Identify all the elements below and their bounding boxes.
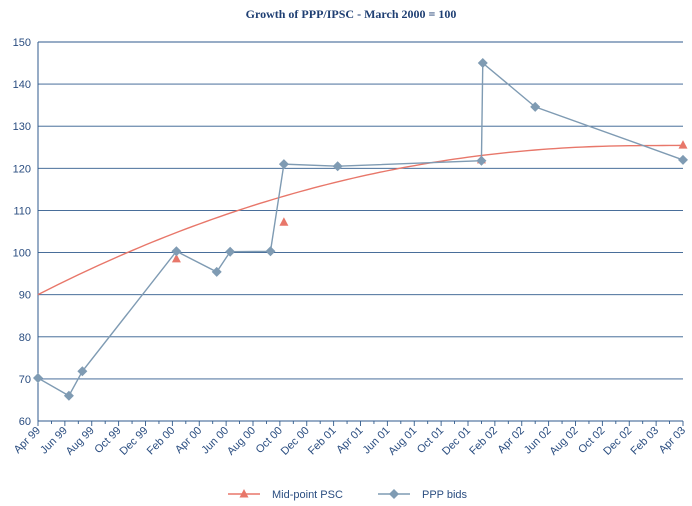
- x-tick-label: Apr 01: [334, 425, 365, 456]
- x-tick-label: Feb 02: [467, 425, 500, 458]
- marker-mid-point-psc: [171, 253, 181, 263]
- y-tick-label: 110: [13, 205, 31, 217]
- x-tick-label: Aug 00: [225, 425, 258, 458]
- gridlines: [38, 41, 683, 380]
- series-line-mid-point-psc: [37, 144, 684, 296]
- y-tick-label: 120: [13, 163, 31, 175]
- y-tick-label: 130: [13, 121, 31, 133]
- x-tick-label: Feb 01: [306, 425, 339, 458]
- marker-ppp-bids: [476, 155, 487, 166]
- legend-marker: [239, 489, 249, 498]
- x-tick-label: Apr 99: [12, 425, 43, 456]
- y-tick-label: 150: [13, 37, 31, 49]
- y-tick-label: 90: [19, 290, 31, 302]
- chart-title: Growth of PPP/IPSC - March 2000 = 100: [246, 7, 457, 21]
- marker-ppp-bids: [477, 58, 488, 69]
- x-tick-label: Dec 01: [440, 425, 473, 458]
- y-tick-label: 140: [13, 79, 31, 91]
- marker-mid-point-psc: [279, 217, 289, 226]
- y-tick-label: 70: [19, 374, 31, 386]
- x-tick-label: Aug 99: [64, 425, 97, 458]
- marker-ppp-bids: [278, 159, 289, 170]
- marker-ppp-bids: [77, 366, 88, 377]
- legend-marker: [389, 489, 399, 499]
- marker-ppp-bids: [171, 246, 182, 257]
- x-tick-label: Dec 99: [117, 425, 150, 458]
- marker-mid-point-psc: [678, 140, 688, 149]
- marker-ppp-bids: [33, 373, 43, 384]
- x-tick-label: Aug 02: [547, 425, 580, 458]
- x-tick-label: Apr 00: [173, 425, 204, 456]
- marker-ppp-bids: [225, 246, 236, 257]
- legend-label: Mid-point PSC: [272, 489, 343, 501]
- marker-ppp-bids: [211, 266, 222, 277]
- series-layer: [33, 58, 688, 401]
- marker-ppp-bids: [63, 390, 74, 401]
- y-tick-label: 60: [19, 416, 31, 428]
- axes: [37, 42, 684, 426]
- y-tick-label: 80: [19, 332, 31, 344]
- x-tick-label: Dec 02: [601, 425, 634, 458]
- y-axis-ticks: 60 70 80 90 100 110 120 130 140 150: [13, 37, 31, 428]
- x-tick-label: Feb 03: [629, 425, 662, 458]
- x-tick-label: Aug 01: [386, 425, 419, 458]
- marker-ppp-bids: [678, 154, 688, 165]
- x-tick-label: Apr 03: [657, 425, 688, 456]
- y-tick-label: 100: [13, 248, 31, 260]
- marker-ppp-bids: [332, 161, 343, 172]
- marker-ppp-bids: [265, 246, 276, 257]
- x-tick-label: Feb 00: [145, 425, 178, 458]
- x-tick-label: Dec 00: [279, 425, 312, 458]
- marker-ppp-bids: [530, 101, 541, 112]
- series-line-ppp-bids: [37, 61, 684, 397]
- legend-label: PPP bids: [422, 489, 468, 501]
- x-tick-label: Apr 02: [495, 425, 526, 456]
- legend: Mid-point PSC PPP bids: [228, 489, 468, 501]
